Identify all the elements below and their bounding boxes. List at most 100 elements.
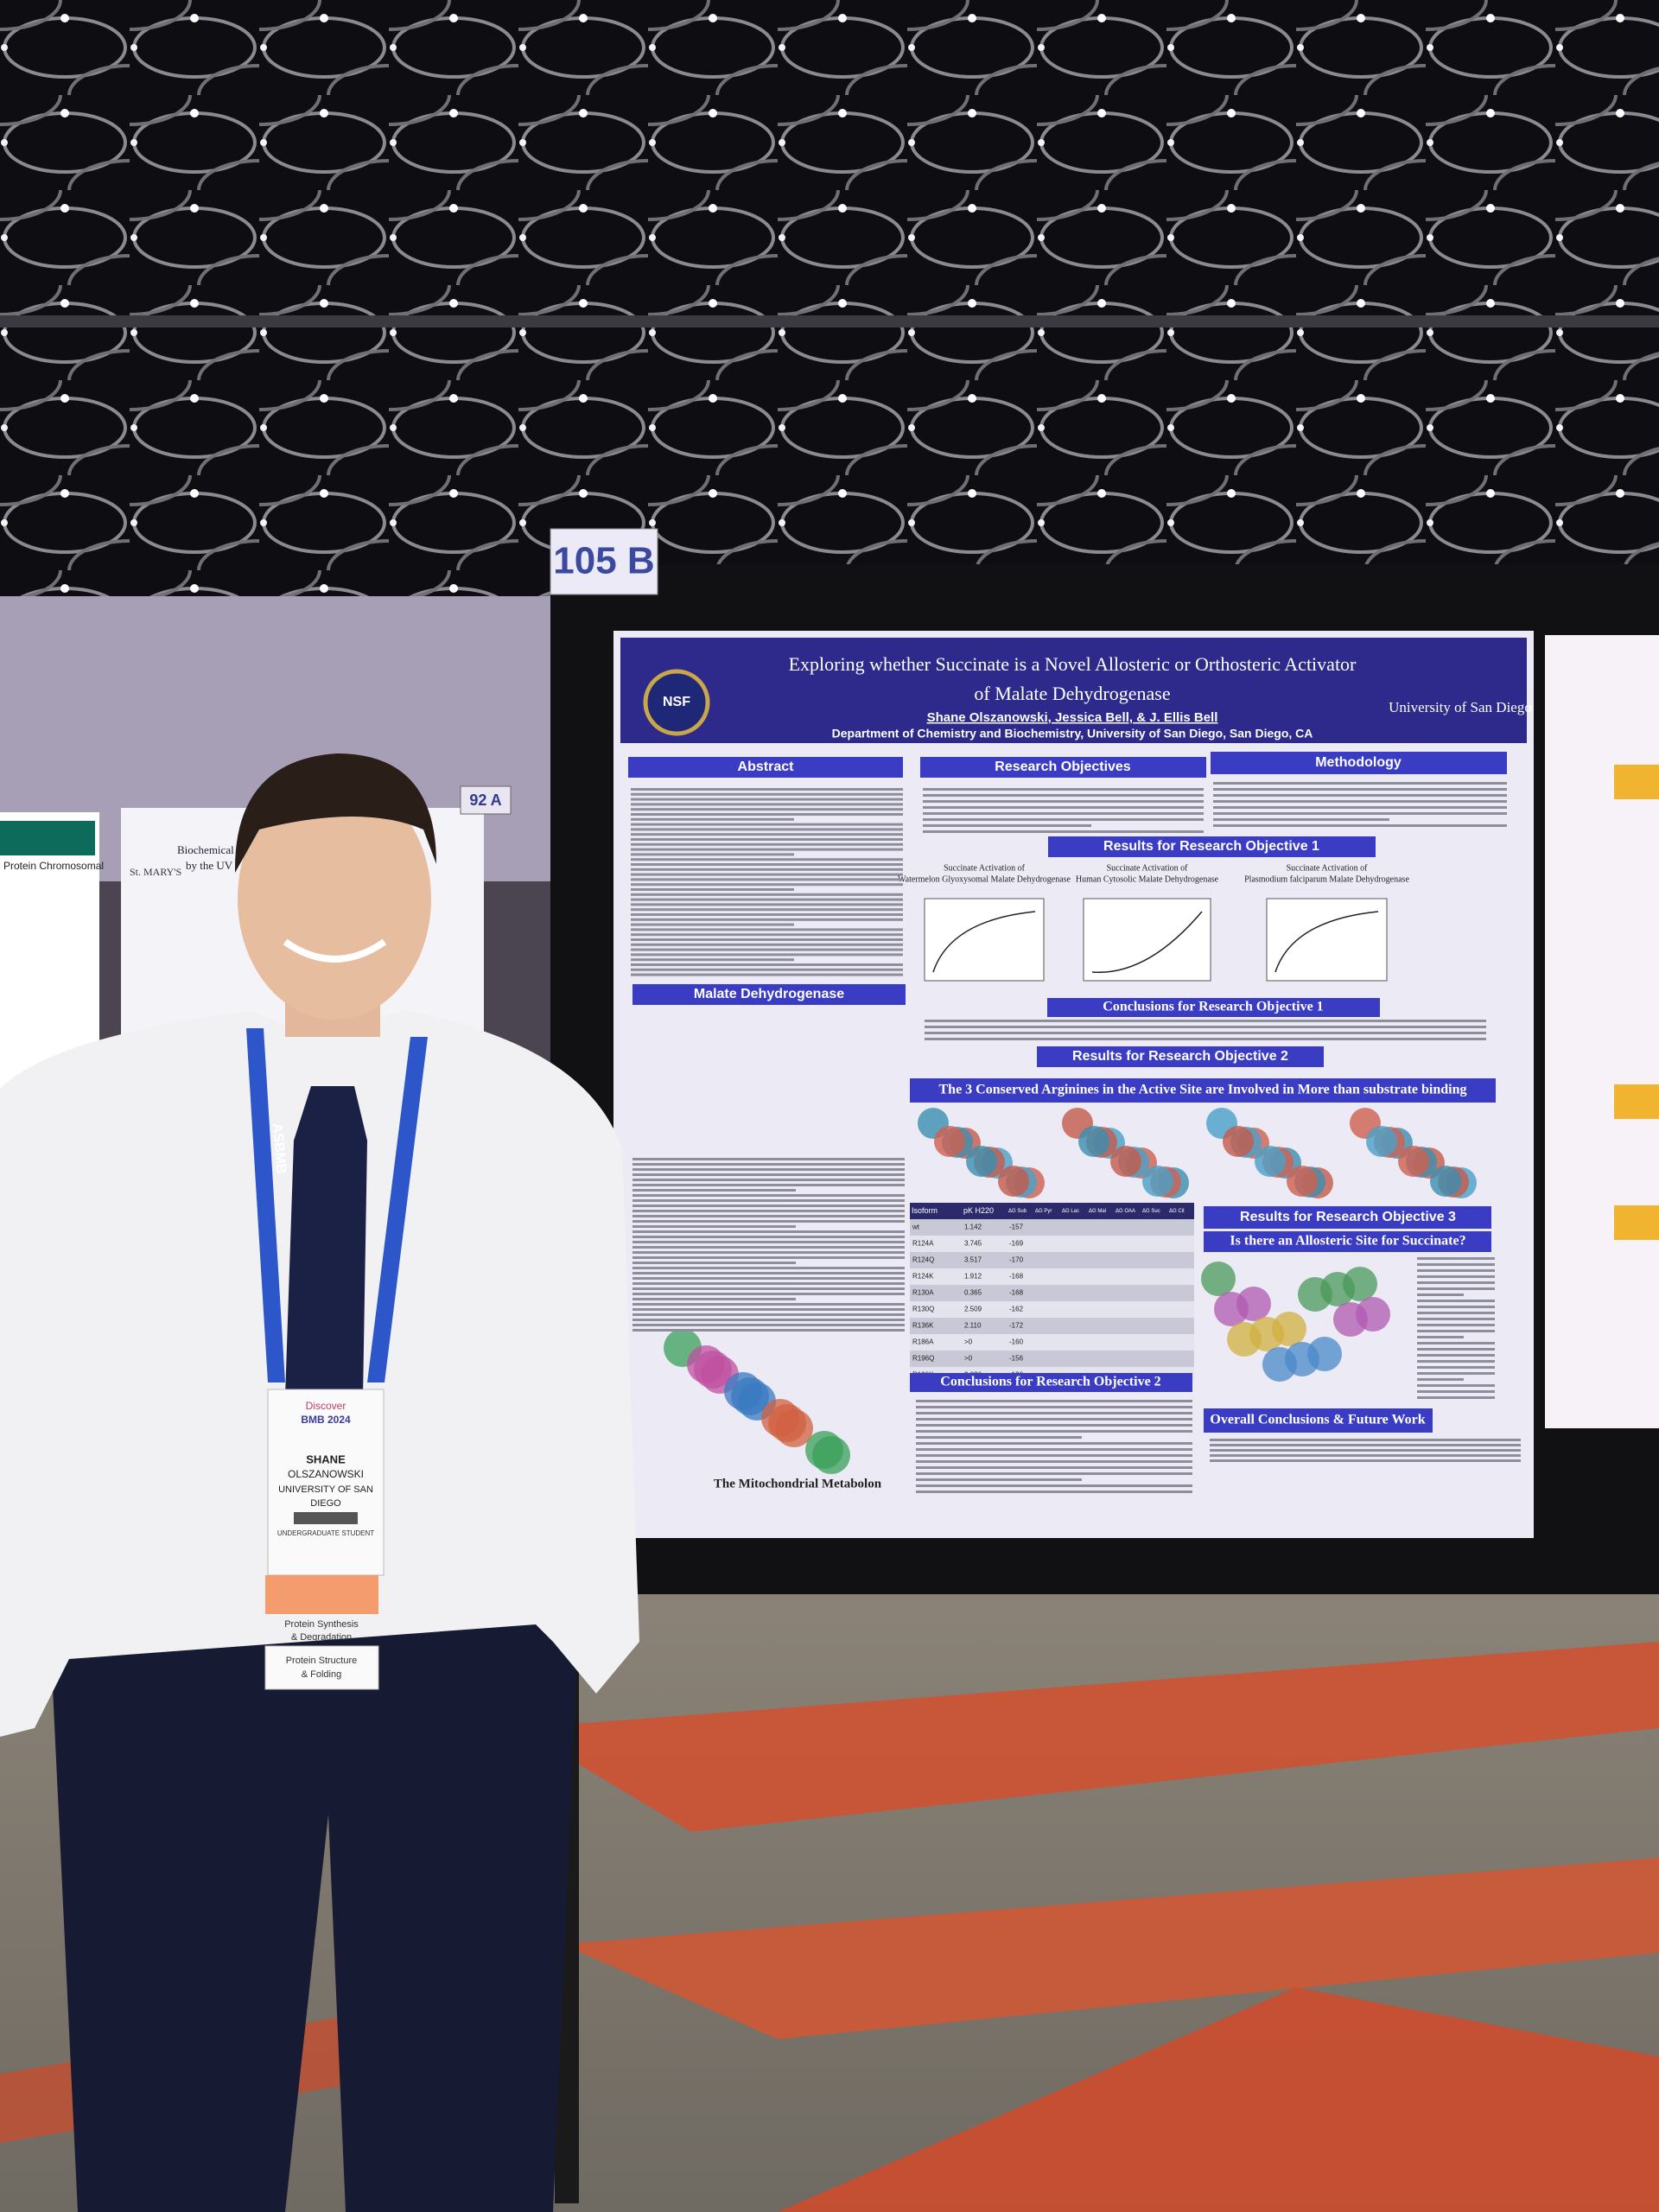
text-line — [1417, 1324, 1495, 1326]
text-line — [632, 1241, 905, 1243]
trousers — [49, 1616, 579, 2212]
chart-frame — [924, 898, 1045, 982]
table-cell: -168 — [1009, 1273, 1024, 1281]
text-line — [1210, 1439, 1521, 1441]
text-line — [1213, 806, 1507, 809]
text-line — [631, 878, 903, 881]
table-cell: R130Q — [912, 1306, 934, 1313]
text-line — [632, 1189, 796, 1192]
text-line — [631, 808, 903, 811]
text-line — [631, 813, 903, 816]
text-line — [631, 828, 903, 831]
nsf-logo-text: NSF — [663, 695, 690, 709]
ribbon — [264, 1645, 379, 1690]
body-text — [631, 782, 1521, 1493]
table-cell: 1.912 — [964, 1273, 982, 1281]
right-poster-header — [1614, 765, 1659, 799]
text-line — [925, 1020, 1486, 1022]
table-cell: -169 — [1009, 1240, 1024, 1248]
text-line — [632, 1210, 905, 1212]
protein-blob — [761, 1399, 799, 1437]
ribbon-text: & Folding — [302, 1669, 341, 1680]
table-cell: R124Q — [912, 1256, 934, 1264]
text-line — [1417, 1287, 1495, 1290]
text-line — [1417, 1312, 1495, 1314]
badge-barcode — [294, 1512, 358, 1524]
left-poster-title: Protein Chromosomal — [3, 860, 104, 872]
ribbon — [265, 1575, 378, 1614]
text-line — [916, 1472, 1192, 1475]
lanyard-text: ASBMB — [270, 1122, 289, 1174]
board-sign-label: 105 B — [553, 540, 654, 582]
text-line — [923, 818, 1204, 821]
table-header: ΔG Lac — [1062, 1209, 1079, 1214]
table-header: ΔG Cit — [1169, 1209, 1185, 1214]
text-line — [631, 898, 903, 901]
right-poster-header — [1614, 1084, 1659, 1119]
poster: NSF University of San Diego Exploring wh… — [613, 631, 1534, 1538]
text-line — [916, 1448, 1192, 1451]
text-line — [631, 953, 903, 957]
chart-title: Plasmodium falciparum Malate Dehydrogena… — [1244, 874, 1409, 884]
text-line — [631, 908, 903, 912]
table-cell: 2.110 — [964, 1322, 982, 1330]
text-line — [632, 1313, 905, 1316]
text-line — [631, 863, 903, 866]
text-line — [632, 1256, 905, 1259]
text-line — [632, 1246, 905, 1249]
protein-blob — [934, 1126, 965, 1157]
chart-title: Succinate Activation of — [944, 863, 1026, 873]
text-line — [631, 842, 903, 846]
text-line — [1417, 1330, 1495, 1332]
text-line — [631, 968, 903, 971]
protein-blob — [1333, 1302, 1368, 1337]
text-line — [916, 1466, 1192, 1469]
text-line — [1213, 788, 1507, 791]
text-line — [1210, 1454, 1521, 1457]
text-line — [631, 823, 903, 826]
text-line — [631, 853, 794, 856]
section-title: Methodology — [1315, 755, 1402, 770]
left-poster-header — [0, 821, 95, 855]
protein-blob — [1255, 1146, 1286, 1177]
text-line — [632, 1293, 905, 1295]
text-line — [1417, 1318, 1495, 1320]
protein-blob — [805, 1431, 843, 1469]
text-line — [1417, 1336, 1464, 1338]
section-header — [1048, 836, 1376, 857]
text-line — [632, 1168, 905, 1171]
chart-title: Succinate Activation of — [1287, 863, 1369, 873]
middle-poster-logo: St. MARY'S — [130, 866, 181, 878]
table-header: Isoform — [912, 1206, 938, 1215]
badge-affiliation: DIEGO — [310, 1498, 341, 1509]
chart-curve — [1274, 911, 1379, 973]
table-header: ΔG OAA — [1116, 1209, 1135, 1214]
text-line — [1417, 1281, 1495, 1284]
table-row — [910, 1334, 1194, 1351]
text-line — [916, 1436, 1082, 1439]
table-row — [910, 1318, 1194, 1334]
text-line — [916, 1460, 1192, 1463]
protein-blob — [1430, 1166, 1461, 1197]
badge-affiliation: UNIVERSITY OF SAN — [278, 1484, 373, 1495]
text-line — [632, 1287, 905, 1290]
text-line — [632, 1199, 905, 1202]
text-line — [631, 933, 903, 937]
table-cell: 3.517 — [964, 1256, 982, 1264]
table-cell: R196Q — [912, 1355, 934, 1363]
protein-blob — [1366, 1126, 1397, 1157]
middle-poster-subtitle: by the UV — [186, 859, 233, 872]
table-cell: R130A — [912, 1289, 934, 1297]
text-line — [631, 943, 903, 946]
badge-last-name: OLSZANOWSKI — [288, 1468, 364, 1480]
table-header-bg — [910, 1203, 1194, 1219]
section-header — [1047, 998, 1380, 1017]
text-line — [925, 1038, 1486, 1040]
table-header: ΔG Suc — [1142, 1209, 1160, 1214]
table-cell: -156 — [1009, 1355, 1024, 1363]
text-line — [1417, 1360, 1495, 1363]
text-line — [631, 923, 794, 926]
text-line — [631, 938, 903, 941]
protein-images — [664, 1108, 1477, 1474]
tie — [285, 1086, 367, 1397]
